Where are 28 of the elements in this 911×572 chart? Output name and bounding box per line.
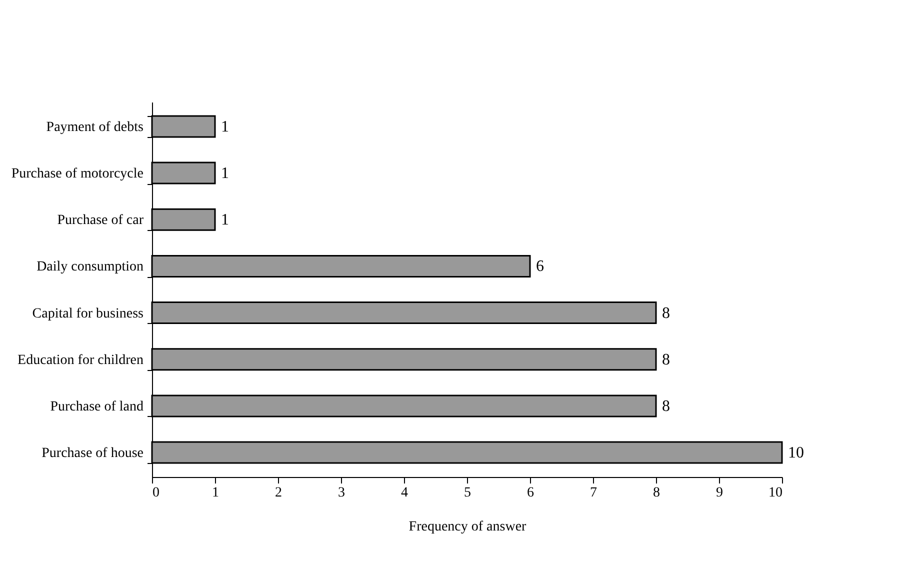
data-label: 8 [662,398,670,415]
x-tick-label: 4 [401,486,408,500]
x-tick-label: 10 [768,486,782,500]
data-label: 10 [788,444,804,462]
data-label: 1 [221,212,229,229]
data-label: 8 [662,351,670,368]
y-tick-label: Daily consumption [36,260,144,275]
y-tick-label: Purchase of house [42,446,144,462]
data-label: 6 [536,258,544,276]
y-tick-label: Payment of debts [46,120,144,135]
x-tick-label: 9 [716,486,723,500]
data-label: 1 [221,118,229,136]
x-tick-label: 6 [527,486,534,500]
x-tick-label: 0 [152,486,160,500]
x-tick-label: 8 [653,486,660,500]
x-tick-label: 1 [212,486,219,500]
y-tick-label: Purchase of land [50,399,144,414]
y-tick-label: Purchase of motorcycle [11,166,144,182]
data-label: 1 [221,165,229,182]
y-tick-label: Education for children [18,352,144,368]
x-tick-label: 7 [590,486,597,500]
data-label: 8 [662,304,670,322]
y-tick-label: Capital for business [32,306,144,322]
x-axis-title: Frequency of answer [408,520,527,534]
x-tick-label: 2 [275,486,282,500]
x-tick-label: 5 [464,486,471,500]
x-tick-label: 3 [338,486,345,500]
y-tick-label: Purchase of car [57,213,144,228]
